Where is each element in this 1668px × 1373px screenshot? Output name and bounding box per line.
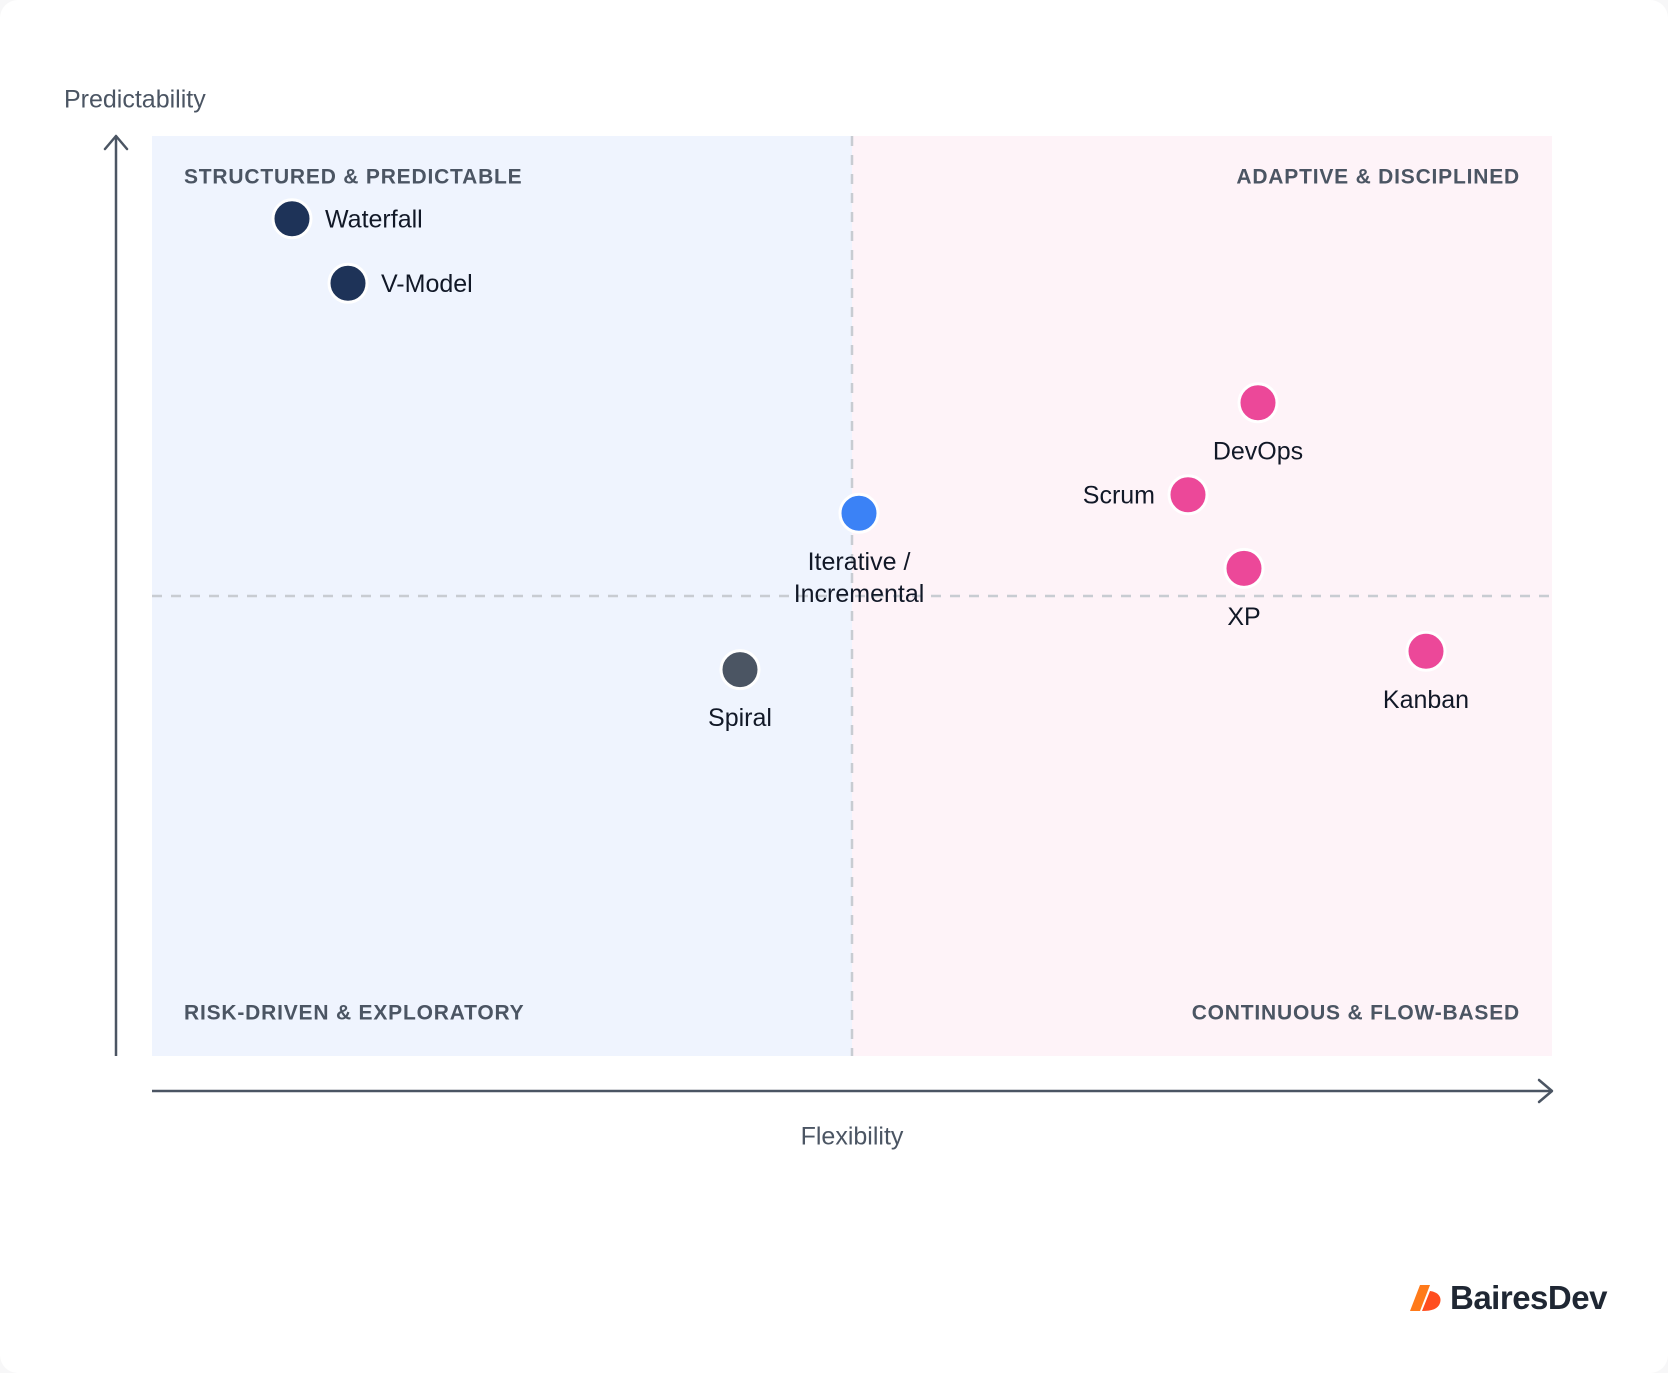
point-iterative-incremental — [838, 492, 880, 534]
quadrant-label-top-left: STRUCTURED & PREDICTABLE — [184, 166, 522, 189]
point-kanban — [1405, 630, 1447, 672]
point-xp — [1223, 547, 1265, 589]
point-label-waterfall: Waterfall — [325, 205, 423, 233]
point-label-scrum: Scrum — [1083, 481, 1155, 509]
x-axis-arrow-icon — [1537, 1078, 1554, 1104]
point-label-xp: XP — [1227, 603, 1260, 631]
brand-name: BairesDev — [1450, 1279, 1607, 1316]
point-devops — [1237, 382, 1279, 424]
point-v-model — [327, 262, 369, 304]
baires-logo-icon — [1410, 1285, 1441, 1311]
y-axis-arrow-icon — [103, 134, 129, 151]
point-label-v-model: V-Model — [381, 270, 473, 298]
quadrant-label-top-right: ADAPTIVE & DISCIPLINED — [1236, 166, 1520, 189]
point-scrum — [1167, 474, 1209, 516]
point-label-devops: DevOps — [1213, 437, 1303, 465]
x-axis-label: Flexibility — [801, 1123, 904, 1151]
point-label-spiral: Spiral — [708, 704, 772, 732]
point-spiral — [719, 649, 761, 691]
y-axis-label: Predictability — [64, 86, 206, 114]
brand-logo: BairesDev — [1408, 1276, 1607, 1320]
point-label-iterative-incremental-line-2: Incremental — [794, 580, 925, 608]
quadrant-label-bottom-right: CONTINUOUS & FLOW-BASED — [1192, 1002, 1520, 1025]
point-label-kanban: Kanban — [1383, 686, 1469, 714]
quadrant-label-bottom-left: RISK-DRIVEN & EXPLORATORY — [184, 1002, 524, 1025]
point-waterfall — [271, 198, 313, 240]
point-label-iterative-incremental-line-1: Iterative / — [808, 548, 911, 576]
